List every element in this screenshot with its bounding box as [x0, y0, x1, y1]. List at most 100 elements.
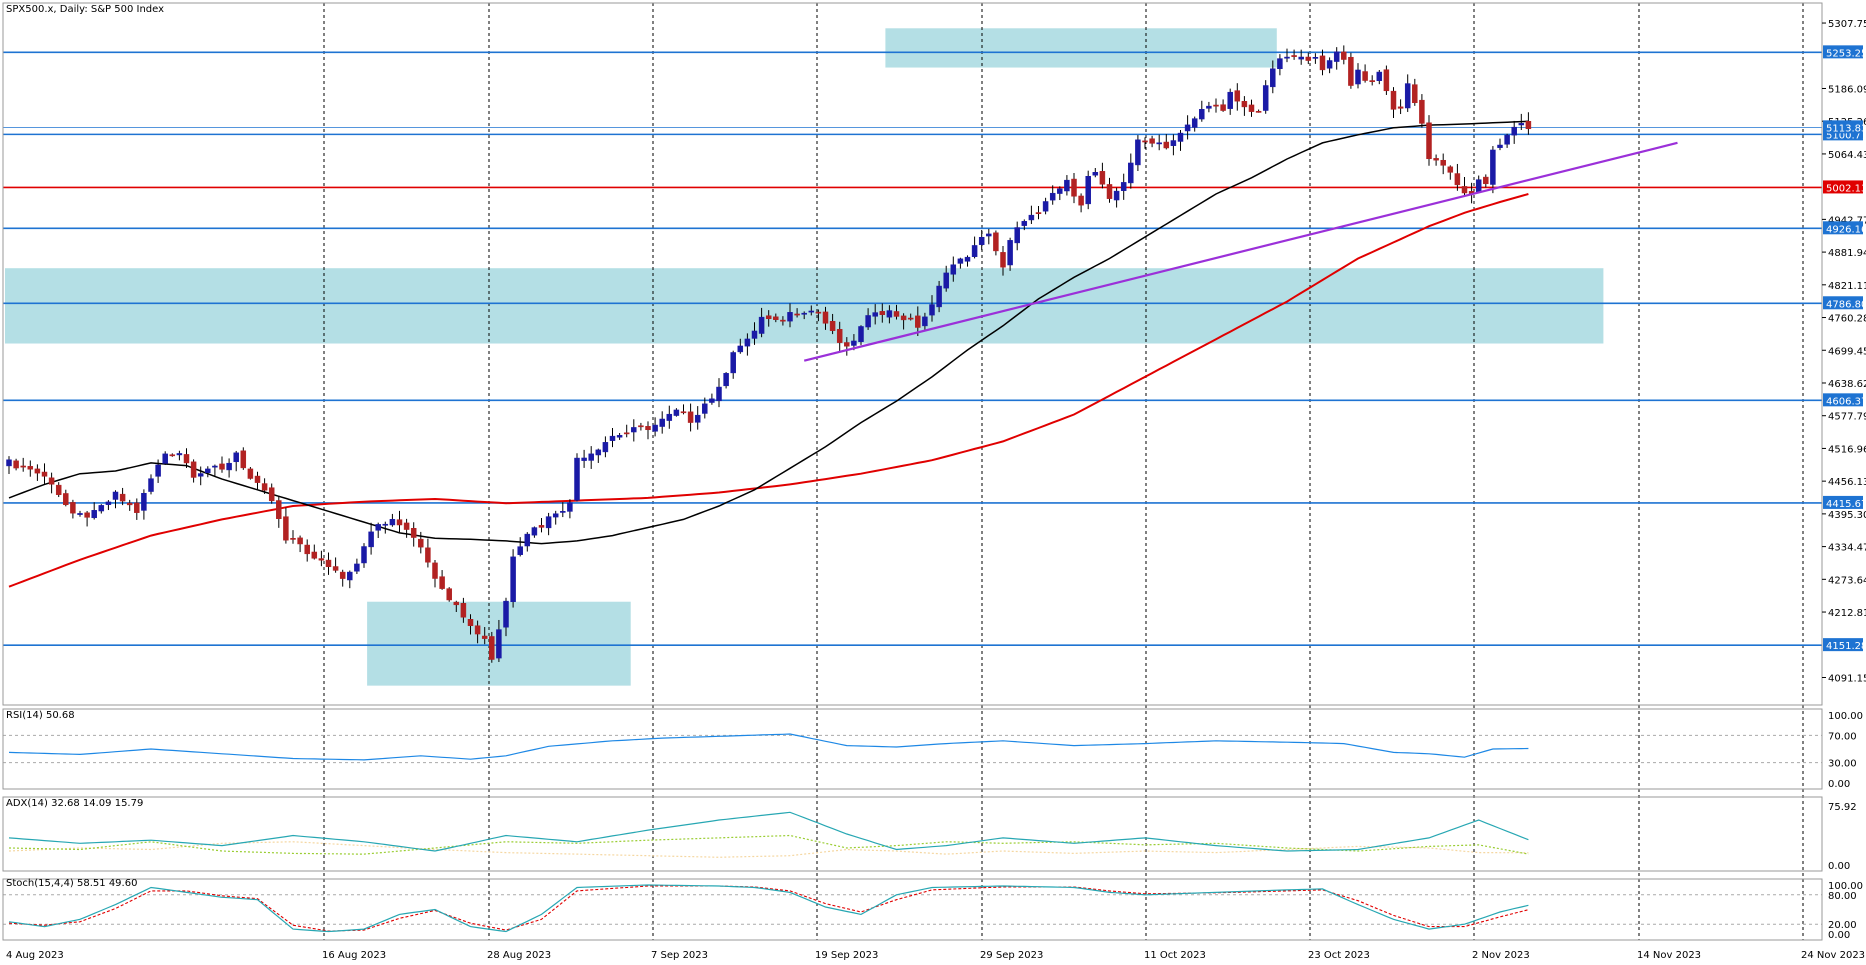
candle-bear — [48, 477, 55, 485]
candle-bear — [1383, 69, 1390, 92]
candle-bear — [446, 588, 452, 601]
candle-bull — [716, 386, 722, 402]
candle-bear — [1305, 56, 1312, 61]
candle-bear — [1461, 186, 1468, 194]
candle-bear — [1348, 56, 1354, 86]
level-tag-label: 5100.77 — [1826, 130, 1866, 141]
candle-bear — [1483, 176, 1489, 185]
zone-layer — [5, 28, 1604, 686]
candle-bull — [389, 519, 396, 526]
candle-bull — [666, 413, 673, 421]
price-tick-label: 4212.81 — [1828, 608, 1866, 619]
candle-bear — [240, 450, 247, 469]
level-tag — [1823, 180, 1863, 194]
candle-bull — [865, 315, 871, 328]
candle-bull — [950, 264, 957, 275]
level-tag-label: 4786.80 — [1826, 299, 1866, 310]
candle-bull — [510, 556, 516, 603]
chart-frame — [2, 2, 1823, 941]
candle-bear — [276, 500, 282, 519]
price-tick-label: 5186.09 — [1828, 84, 1866, 95]
candle-bear — [418, 538, 424, 548]
candle-bull — [858, 326, 864, 342]
candle-bear — [1390, 90, 1397, 110]
candle-bull — [1511, 126, 1517, 136]
candle-bull — [517, 546, 523, 555]
candle-bear — [304, 544, 310, 555]
candle-bear — [1341, 51, 1347, 60]
candle-bull — [1227, 91, 1233, 109]
candle-bear — [893, 311, 900, 317]
candle-bull — [1404, 83, 1411, 109]
candle-bear — [311, 551, 318, 559]
candle-bull — [929, 304, 935, 316]
date-label: 23 Oct 2023 — [1308, 950, 1370, 961]
candle-bull — [197, 473, 204, 477]
candle-bull — [1092, 172, 1099, 176]
level-tag — [1823, 296, 1863, 310]
candles — [6, 45, 1532, 663]
candle-bull — [496, 629, 502, 659]
candle-bull — [1518, 123, 1525, 126]
candle-bull — [943, 272, 949, 289]
candle-bear — [1078, 195, 1084, 206]
candle-bull — [148, 478, 154, 492]
candle-bear — [1149, 138, 1155, 144]
candle-bull — [1262, 85, 1269, 111]
rsi-label: RSI(14) 50.68 — [6, 710, 75, 721]
candle-bear — [1099, 171, 1106, 185]
candle-bear — [822, 311, 829, 324]
candle-bear — [183, 454, 190, 464]
candle-bear — [290, 538, 296, 540]
candle-bull — [503, 600, 509, 628]
candle-bull — [1170, 140, 1177, 146]
price-tick-label: 4516.96 — [1828, 444, 1866, 455]
price-axis: 100.0070.0030.000.0075.920.00100.0080.00… — [1822, 19, 1866, 941]
candle-bear — [1319, 55, 1326, 71]
level-tag-label: 4415.67 — [1826, 499, 1866, 510]
level-tag — [1823, 120, 1863, 134]
candle-bull — [673, 409, 680, 416]
candle-bear — [219, 463, 225, 470]
candle-bull — [1156, 142, 1162, 145]
date-label: 7 Sep 2023 — [651, 950, 708, 961]
candle-bear — [169, 454, 176, 457]
candle-bull — [531, 527, 538, 536]
candle-bear — [467, 619, 474, 626]
candle-bull — [155, 464, 161, 477]
candle-bull — [737, 345, 744, 353]
stoch-panel-border — [2, 878, 1823, 941]
date-label: 24 Nov 2023 — [1801, 950, 1865, 961]
candle-bull — [744, 338, 751, 347]
candle-bear — [460, 602, 467, 618]
candle-bear — [453, 601, 460, 606]
candle-bear — [1362, 71, 1368, 81]
candle-bear — [318, 558, 325, 561]
candle-bear — [1426, 122, 1432, 160]
price-tick-label: 5307.75 — [1828, 19, 1866, 30]
candle-bear — [134, 502, 140, 513]
candle-bull — [1504, 134, 1510, 145]
candle-bull — [361, 546, 367, 564]
candle-bear — [623, 432, 630, 435]
candle-bear — [1106, 184, 1113, 199]
candle-bear — [1248, 104, 1255, 112]
price-tick-label: 4881.94 — [1828, 248, 1866, 259]
candle-bear — [268, 487, 275, 502]
candle-bear — [780, 319, 786, 322]
candle-bear — [283, 516, 289, 541]
candle-bull — [751, 330, 758, 339]
candle-bull — [1042, 201, 1049, 212]
stoch-signal-line — [8, 885, 1529, 932]
level-tag-label: 4606.37 — [1826, 396, 1866, 407]
candle-bear — [1397, 106, 1404, 109]
rsi-tick-label: 0.00 — [1828, 779, 1850, 790]
adx-tick-label: 75.92 — [1828, 802, 1857, 813]
date-label: 4 Aug 2023 — [6, 950, 64, 961]
rsi-tick-label: 100.00 — [1828, 711, 1863, 722]
indicator-panels — [3, 733, 1822, 933]
candle-bear — [1220, 104, 1226, 111]
date-label: 16 Aug 2023 — [322, 950, 386, 961]
candle-bull — [560, 511, 566, 513]
candle-bull — [1475, 179, 1482, 193]
